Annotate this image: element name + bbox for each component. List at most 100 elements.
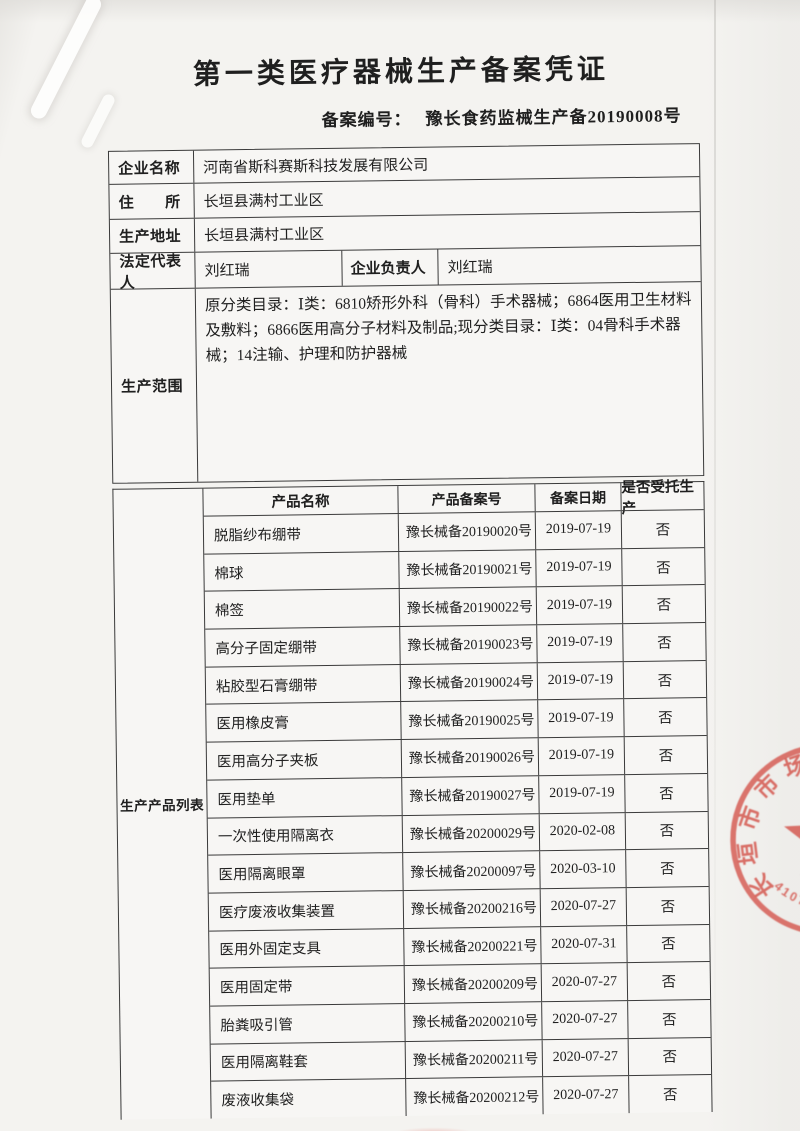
product-name-cell: 高分子固定绷带 [215, 640, 318, 658]
record-date-cell: 2019-07-19 [536, 661, 624, 700]
product-record-no-cell: 豫长械备20200211号 [404, 1039, 543, 1079]
production-address-value: 长垣县满村工业区 [193, 212, 701, 252]
header-record-date: 备案日期 [534, 483, 621, 512]
product-table-row: 废液收集袋 豫长械备20200212号 2020-07-27 否 [211, 1074, 712, 1119]
header-product-name: 产品名称 [271, 493, 330, 511]
product-record-no-cell: 豫长械备20190023号 [399, 625, 537, 664]
product-table-row: 棉球 豫长械备20190021号 2019-07-19 否 [204, 546, 705, 591]
product-table-row: 粘胶型石膏绷带 豫长械备20190024号 2019-07-19 否 [205, 659, 707, 705]
product-table-body: 脱脂纱布绷带 豫长械备20190020号 2019-07-19 否棉球 豫长械备2019… [203, 509, 712, 1119]
enterprise-head-label: 企业负责人 [341, 249, 438, 286]
consigned-cell: 否 [624, 773, 708, 812]
product-name-cell: 医用隔离鞋套 [220, 1054, 309, 1072]
product-name-cell: 粘胶型石膏绷带 [215, 677, 318, 696]
company-name-value: 河南省斯科赛斯科技发展有限公司 [192, 144, 700, 183]
record-date-cell: 2019-07-19 [537, 737, 625, 776]
product-record-no-cell: 豫长械备20200209号 [403, 964, 542, 1003]
record-number-label: 备案编号： [321, 109, 412, 131]
header-consigned-production: 是否受托生产 [620, 479, 704, 517]
consigned-cell: 否 [628, 1075, 712, 1114]
company-info-table: 企业名称 河南省斯科赛斯科技发展有限公司 住 所 长垣县满村工业区 生产地址 长… [107, 143, 705, 484]
record-date-cell: 2020-07-27 [540, 963, 628, 1002]
product-name-cell: 医用固定带 [219, 979, 293, 997]
consigned-cell: 否 [625, 849, 709, 887]
record-date-cell: 2019-07-19 [537, 699, 624, 738]
consigned-cell: 否 [623, 698, 707, 737]
paper-fold-line [714, 0, 716, 1131]
product-table-row: 胎粪吸引管 豫长械备20200210号 2020-07-27 否 [210, 998, 711, 1044]
product-record-no-cell: 豫长械备20190025号 [400, 700, 538, 740]
product-table-row: 医用橡皮膏 豫长械备20190025号 2019-07-19 否 [206, 697, 707, 742]
product-record-no-cell: 豫长械备20200029号 [401, 813, 540, 853]
production-scope-label: 生产范围 [120, 378, 184, 396]
product-table-row: 医用隔离鞋套 豫长械备20200211号 2020-07-27 否 [210, 1036, 712, 1081]
consigned-cell: 否 [626, 924, 710, 963]
consigned-cell: 否 [621, 547, 705, 586]
table-row-production-scope: 生产范围 原分类目录：Ⅰ类：6810矫形外科（骨科）手术器械；6864医用卫生材… [110, 281, 704, 483]
enterprise-head-value: 刘红瑞 [437, 246, 701, 285]
product-record-no-cell: 豫长械备20200216号 [402, 889, 541, 928]
product-table-row: 高分子固定绷带 豫长械备20190023号 2019-07-19 否 [205, 622, 706, 667]
product-record-no-cell: 豫长械备20200221号 [403, 926, 541, 966]
consigned-cell: 否 [621, 585, 706, 624]
production-scope-value: 原分类目录：Ⅰ类：6810矫形外科（骨科）手术器械；6864医用卫生材料及敷料；… [194, 282, 704, 482]
record-number-value: 豫长食药监械生产备20190008号 [425, 106, 682, 129]
consigned-cell: 否 [623, 736, 708, 774]
seal-star-icon [784, 795, 800, 876]
official-seal-stamp: 长垣市市场监督管理局 41072 [730, 743, 800, 936]
record-date-cell: 2020-07-27 [541, 1038, 629, 1077]
product-record-no-cell: 豫长械备20190027号 [401, 776, 539, 815]
product-record-no-cell: 豫长械备20190022号 [398, 587, 537, 627]
product-table-row: 脱脂纱布绷带 豫长械备20190020号 2019-07-19 否 [203, 509, 705, 554]
product-record-no-cell: 豫长械备20200212号 [405, 1077, 543, 1117]
record-date-cell: 2020-03-10 [539, 850, 626, 889]
record-date-cell: 2020-07-27 [541, 1001, 628, 1039]
product-table-row: 医疗废液收集装置 豫长械备20200216号 2020-07-27 否 [208, 885, 710, 931]
product-record-no-cell: 豫长械备20190021号 [398, 549, 536, 589]
product-record-no-cell: 豫长械备20190020号 [397, 512, 536, 551]
product-table-row: 医用高分子夹板 豫长械备20190026号 2019-07-19 否 [206, 735, 708, 780]
record-date-cell: 2019-07-19 [535, 586, 623, 625]
consigned-cell: 否 [624, 811, 709, 850]
record-number-line: 备案编号： 豫长食药监械生产备20190008号 [321, 101, 681, 131]
residence-label: 住 所 [118, 194, 181, 212]
record-date-cell: 2019-07-19 [536, 624, 623, 663]
product-table-row: 医用外固定支具 豫长械备20200221号 2020-07-31 否 [209, 923, 710, 968]
product-name-cell: 医用外固定支具 [219, 941, 322, 959]
record-date-cell: 2020-07-27 [539, 887, 627, 926]
product-name-cell: 脱脂纱布绷带 [213, 527, 302, 545]
product-table-row: 棉签 豫长械备20190022号 2019-07-19 否 [204, 584, 706, 629]
production-address-label: 生产地址 [118, 228, 182, 246]
product-list-rows-area: 产品名称 产品备案号 备案日期 是否受托生产 脱脂纱布绷带豫长械备2019002… [203, 479, 712, 1119]
bleed-through-stamp-edge [378, 1120, 490, 1131]
product-record-no-cell: 豫长械备20200097号 [402, 851, 540, 890]
product-list-section-cell: 生产产品列表 [113, 488, 212, 1120]
legal-representative-label: 法定代表人 [119, 253, 182, 292]
consigned-cell: 否 [627, 999, 711, 1038]
product-table-row: 一次性使用隔离衣 豫长械备20200029号 2020-02-08 否 [207, 810, 709, 855]
product-name-cell: 医疗废液收集装置 [218, 903, 336, 922]
record-date-cell: 2019-07-19 [538, 774, 625, 813]
consigned-cell: 否 [627, 1037, 712, 1076]
document-title: 第一类医疗器械生产备案凭证 [192, 54, 610, 91]
product-name-cell: 一次性使用隔离衣 [217, 828, 335, 846]
consigned-cell: 否 [626, 962, 711, 1001]
product-record-no-cell: 豫长械备20200210号 [404, 1002, 542, 1041]
consigned-cell: 否 [625, 886, 710, 925]
product-name-cell: 棉球 [214, 565, 244, 583]
product-name-cell: 医用垫单 [217, 791, 276, 809]
header-product-record-no: 产品备案号 [397, 484, 535, 514]
product-table-row: 医用固定带 豫长械备20200209号 2020-07-27 否 [209, 961, 711, 1006]
record-date-cell: 2020-07-31 [540, 925, 627, 964]
company-name-label: 企业名称 [118, 160, 181, 178]
product-record-no-cell: 豫长械备20190026号 [400, 738, 539, 777]
product-list-table: 生产产品列表 产品名称 产品备案号 备案日期 是否受托生产 脱脂纱布绷带豫长械备… [112, 479, 713, 1120]
consigned-cell: 否 [622, 623, 706, 661]
record-date-cell: 2020-07-27 [542, 1076, 629, 1115]
product-record-no-cell: 豫长械备20190024号 [399, 663, 538, 702]
record-date-cell: 2019-07-19 [535, 548, 622, 587]
residence-value: 长垣县满村工业区 [193, 177, 700, 218]
product-table-row: 医用隔离眼罩 豫长械备20200097号 2020-03-10 否 [208, 848, 709, 893]
product-name-cell: 医用隔离眼罩 [218, 866, 306, 884]
